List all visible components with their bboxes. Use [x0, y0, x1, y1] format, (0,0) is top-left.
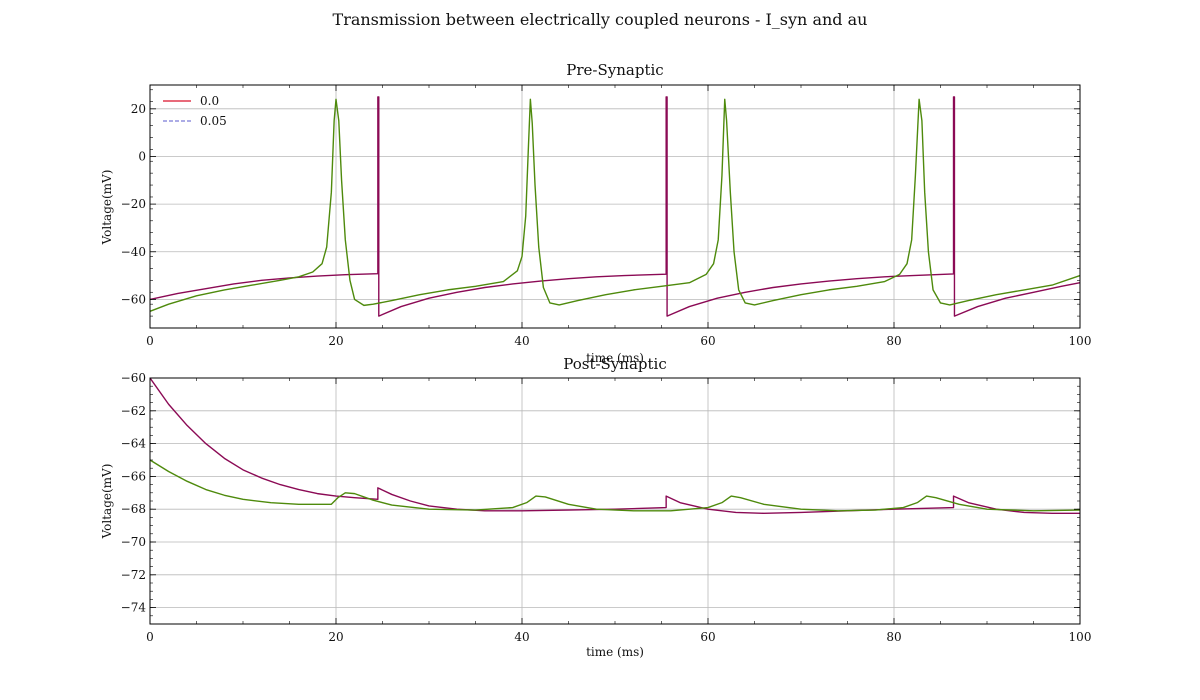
pre-synaptic-ytick-label: −60 [121, 292, 146, 306]
pre-synaptic-series-line-0 [149, 96, 1081, 317]
pre-synaptic-ytick-label: −20 [121, 197, 146, 211]
pre-synaptic-xtick-label: 40 [514, 334, 529, 348]
legend-label-0: 0.0 [200, 94, 219, 108]
pre-synaptic-panel: Pre-Synaptic 0 20 40 60 80 100 −60 −40 −20 0 20 ti… [100, 61, 1091, 365]
post-synaptic-ylabel: Voltage(mV) [100, 464, 114, 540]
post-synaptic-xtick-label: 0 [146, 630, 154, 644]
pre-synaptic-ytick-label: 0 [138, 149, 146, 163]
pre-synaptic-plot-area [149, 84, 1081, 329]
pre-synaptic-xtick-label: 100 [1069, 334, 1092, 348]
post-synaptic-xtick-label: 100 [1069, 630, 1092, 644]
legend: 0.0 0.05 [163, 94, 227, 128]
post-synaptic-plot-area [149, 377, 1081, 625]
post-synaptic-grid [150, 377, 1080, 624]
post-synaptic-xtick-label: 20 [328, 630, 343, 644]
pre-synaptic-xtick-label: 60 [700, 334, 715, 348]
post-synaptic-xtick-label: 80 [886, 630, 901, 644]
post-synaptic-xtick-label: 60 [700, 630, 715, 644]
post-synaptic-series-line-1 [149, 459, 1081, 512]
pre-synaptic-ytick-label: 20 [131, 102, 146, 116]
post-synaptic-series-line-0 [149, 377, 1080, 514]
pre-synaptic-xlabel: time (ms) [586, 351, 644, 365]
pre-synaptic-series [149, 96, 1081, 317]
post-synaptic-ytick-label: −70 [121, 535, 146, 549]
post-synaptic-title: Post-Synaptic [563, 355, 667, 373]
post-synaptic-ytick-label: −68 [121, 502, 146, 516]
pre-synaptic-ticks: 0 20 40 60 80 100 −60 −40 −20 0 20 [121, 85, 1092, 348]
pre-synaptic-grid [150, 85, 1080, 328]
legend-label-1: 0.05 [200, 114, 227, 128]
pre-synaptic-series-line-1 [149, 98, 1081, 312]
post-synaptic-ticks: 0 20 40 60 80 100 −74 −72 −70 −68 −66 −64 −62 −60 [121, 371, 1092, 644]
post-synaptic-series [149, 377, 1081, 514]
post-synaptic-ytick-label: −62 [121, 404, 146, 418]
post-synaptic-ytick-label: −60 [121, 371, 146, 385]
post-synaptic-ytick-label: −64 [121, 437, 147, 451]
post-synaptic-xtick-label: 40 [514, 630, 529, 644]
post-synaptic-panel: Post-Synaptic 0 20 40 60 80 100 −74 −72 −70 −68 −6… [100, 355, 1091, 659]
post-synaptic-ytick-label: −66 [121, 469, 146, 483]
pre-synaptic-xtick-label: 80 [886, 334, 901, 348]
pre-synaptic-ylabel: Voltage(mV) [100, 170, 114, 246]
pre-synaptic-xtick-label: 0 [146, 334, 154, 348]
post-synaptic-ytick-label: −74 [121, 601, 147, 615]
pre-synaptic-ytick-label: −40 [121, 245, 146, 259]
post-synaptic-ytick-label: −72 [121, 568, 146, 582]
pre-synaptic-xtick-label: 20 [328, 334, 343, 348]
pre-synaptic-title: Pre-Synaptic [566, 61, 663, 79]
figure-title: Transmission between electrically couple… [333, 10, 868, 29]
post-synaptic-xlabel: time (ms) [586, 645, 644, 659]
